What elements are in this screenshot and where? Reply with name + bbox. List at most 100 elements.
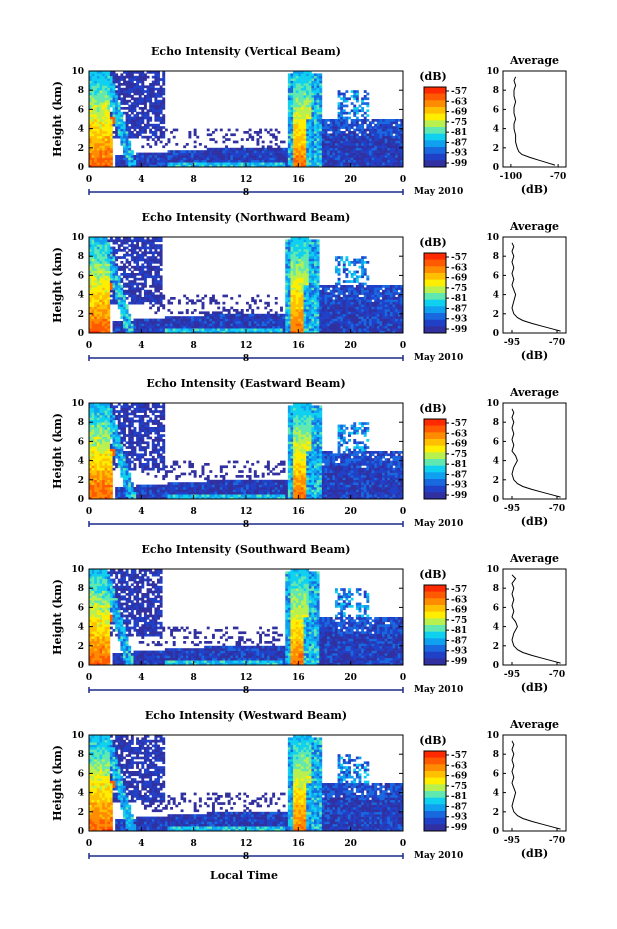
heatmap-cell bbox=[133, 97, 137, 101]
heatmap-cell bbox=[251, 152, 255, 156]
heatmap-cell bbox=[319, 131, 323, 134]
heatmap-cell bbox=[374, 138, 378, 141]
heatmap-cell bbox=[151, 85, 155, 89]
heatmap-cell bbox=[99, 162, 103, 165]
heatmap-cell bbox=[117, 277, 121, 281]
heatmap-cell bbox=[243, 330, 247, 334]
heatmap-cell bbox=[219, 152, 223, 156]
heatmap-cell bbox=[295, 270, 299, 274]
heatmap-cell bbox=[125, 164, 129, 168]
heatmap-cell bbox=[287, 244, 291, 247]
heatmap-cell bbox=[316, 157, 320, 161]
heatmap-cell bbox=[222, 306, 226, 310]
heatmap-cell bbox=[141, 268, 145, 271]
heatmap-cell bbox=[120, 287, 124, 291]
heatmap-cell bbox=[327, 287, 331, 291]
heatmap-cell bbox=[240, 159, 244, 163]
heatmap-cell bbox=[363, 313, 367, 317]
heatmap-cell bbox=[183, 328, 187, 331]
heatmap-cell bbox=[120, 261, 124, 264]
heatmap-cell bbox=[159, 239, 163, 243]
heatmap-cell bbox=[109, 71, 113, 74]
heatmap-cell bbox=[379, 143, 383, 146]
heatmap-cell bbox=[293, 133, 297, 137]
heatmap-cell bbox=[138, 99, 142, 103]
heatmap-cell bbox=[355, 159, 359, 163]
heatmap-cell bbox=[259, 152, 262, 156]
heatmap-cell bbox=[311, 316, 315, 319]
heatmap-cell bbox=[366, 114, 370, 117]
heatmap-cell bbox=[206, 157, 210, 161]
heatmap-cell bbox=[180, 155, 184, 158]
heatmap-cell bbox=[159, 121, 163, 125]
heatmap-cell bbox=[306, 292, 310, 295]
heatmap-cell bbox=[342, 159, 346, 163]
heatmap-cell bbox=[303, 285, 307, 288]
heatmap-cell bbox=[282, 164, 286, 168]
heatmap-cell bbox=[300, 306, 304, 310]
heatmap-cell bbox=[259, 299, 262, 303]
heatmap-cell bbox=[319, 145, 323, 149]
heatmap-cell bbox=[316, 244, 320, 247]
heatmap-cell bbox=[342, 321, 346, 324]
heatmap-cell bbox=[340, 287, 344, 291]
heatmap-cell bbox=[117, 95, 121, 98]
heatmap-cell bbox=[133, 323, 137, 327]
heatmap-cell bbox=[358, 258, 362, 262]
heatmap-cell bbox=[348, 292, 351, 295]
heatmap-cell bbox=[227, 309, 231, 312]
heatmap-cell bbox=[141, 85, 145, 89]
heatmap-cell bbox=[94, 273, 98, 276]
heatmap-cell bbox=[337, 316, 341, 319]
heatmap-cell bbox=[123, 325, 126, 329]
heatmap-cell bbox=[94, 145, 98, 149]
heatmap-cell bbox=[366, 287, 370, 291]
heatmap-cell bbox=[91, 323, 95, 327]
heatmap-cell bbox=[311, 90, 315, 93]
heatmap-cell bbox=[303, 85, 307, 89]
heatmap-cell bbox=[251, 313, 255, 317]
heatmap-cell bbox=[94, 323, 98, 327]
heatmap-cell bbox=[316, 246, 320, 250]
heatmap-cell bbox=[337, 104, 341, 108]
heatmap-cell bbox=[334, 140, 338, 144]
heatmap-cell bbox=[295, 249, 299, 252]
heatmap-cell bbox=[295, 244, 299, 247]
heatmap-cell bbox=[177, 318, 181, 322]
heatmap-cell bbox=[303, 104, 307, 108]
heatmap-cell bbox=[188, 164, 192, 168]
heatmap-cell bbox=[319, 143, 323, 146]
heatmap-cell bbox=[96, 133, 100, 137]
heatmap-cell bbox=[94, 138, 98, 141]
heatmap-cell bbox=[285, 316, 289, 319]
heatmap-cell bbox=[303, 280, 307, 283]
heatmap-cell bbox=[261, 316, 265, 319]
heatmap-cell bbox=[298, 256, 302, 259]
heatmap-cell bbox=[109, 251, 113, 255]
heatmap-cell bbox=[120, 116, 124, 120]
heatmap-cell bbox=[350, 123, 354, 127]
heatmap-cell bbox=[157, 282, 160, 286]
heatmap-cell bbox=[384, 162, 388, 165]
heatmap-cell bbox=[125, 123, 129, 127]
heatmap-cell bbox=[141, 131, 145, 134]
heatmap-cell bbox=[295, 85, 299, 89]
heatmap-cell bbox=[99, 102, 103, 105]
heatmap-cell bbox=[329, 328, 333, 331]
heatmap-cell bbox=[308, 123, 312, 127]
heatmap-cell bbox=[115, 123, 119, 127]
heatmap-cell bbox=[136, 152, 140, 156]
heatmap-cell bbox=[316, 263, 320, 267]
heatmap-cell bbox=[89, 159, 92, 163]
heatmap-cell bbox=[306, 258, 310, 262]
heatmap-cell bbox=[361, 287, 365, 291]
heatmap-cell bbox=[175, 321, 179, 324]
heatmap-cell bbox=[345, 138, 349, 141]
heatmap-cell bbox=[285, 297, 289, 300]
heatmap-cell bbox=[361, 131, 365, 134]
heatmap-cell bbox=[366, 325, 370, 329]
heatmap-cell bbox=[329, 143, 333, 146]
heatmap-cell bbox=[107, 164, 111, 168]
heatmap-cell bbox=[392, 121, 396, 125]
heatmap-cell bbox=[285, 309, 289, 312]
